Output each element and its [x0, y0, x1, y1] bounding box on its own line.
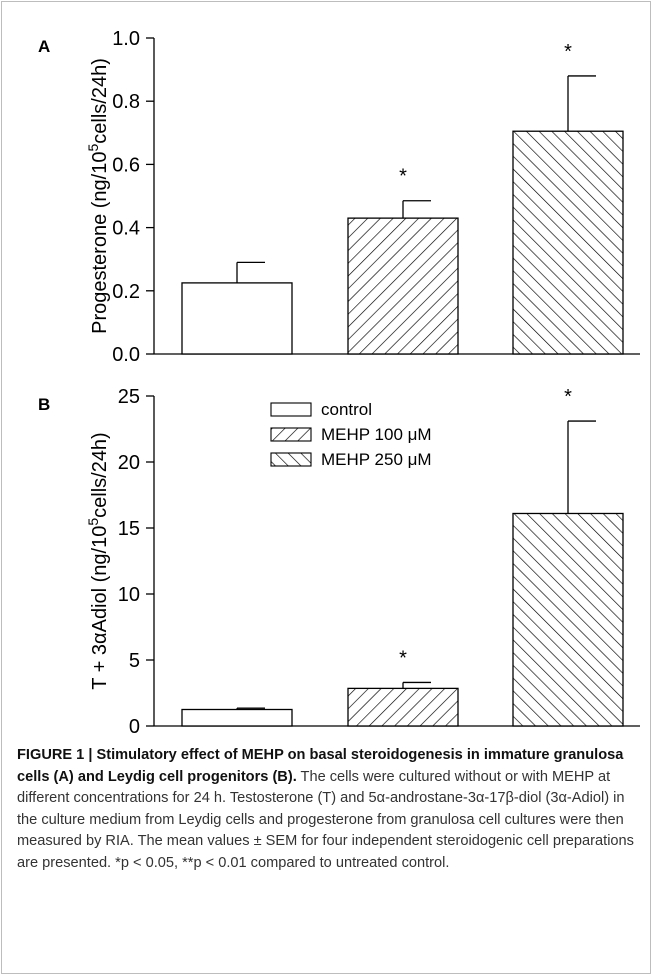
y-tick-label: 0.8 [112, 91, 140, 113]
bar [347, 217, 459, 355]
y-tick-label: 0 [129, 716, 140, 738]
legend-swatch [270, 402, 312, 417]
caption-body: The cells were cultured without or with … [17, 768, 634, 871]
bar [181, 282, 293, 355]
y-tick-label: 5 [129, 650, 140, 672]
significance-label: * [564, 41, 572, 63]
panel-label: B [38, 395, 50, 414]
y-tick-label: 25 [118, 386, 140, 408]
y-tick-label: 10 [118, 584, 140, 606]
y-tick-label: 0.6 [112, 154, 140, 176]
caption-title: FIGURE 1 | Stimulatory effect of MEHP on… [17, 747, 624, 785]
y-tick-label: 15 [118, 518, 140, 540]
y-axis-label: Progesterone (ng/105cells/24h) [85, 58, 111, 334]
y-tick-label: 0.4 [112, 218, 140, 240]
bar [512, 512, 624, 727]
y-tick-label: 1.0 [112, 28, 140, 50]
panel-label: A [38, 37, 50, 56]
significance-label: * [399, 166, 407, 188]
figure-caption: FIGURE 1 | Stimulatory effect of MEHP on… [17, 745, 637, 874]
legend-label: control [321, 400, 372, 419]
panel-b-chart: B 0 5 10 15 20 25 T + 3αAdiol (ng/105cells/24h)… [38, 386, 640, 738]
significance-label: * [399, 647, 407, 669]
legend-label: MEHP 250 μM [321, 450, 432, 469]
y-tick-label: 0.2 [112, 281, 140, 303]
y-tick-label: 20 [118, 452, 140, 474]
bar [512, 130, 624, 355]
legend-swatch [270, 452, 312, 467]
y-tick-label: 0.0 [112, 344, 140, 366]
significance-label: * [564, 386, 572, 408]
bar [347, 687, 459, 727]
legend-swatch [270, 427, 312, 442]
legend-label: MEHP 100 μM [321, 425, 432, 444]
y-axis-label: T + 3αAdiol (ng/105cells/24h) [85, 432, 111, 689]
bar [181, 708, 293, 727]
